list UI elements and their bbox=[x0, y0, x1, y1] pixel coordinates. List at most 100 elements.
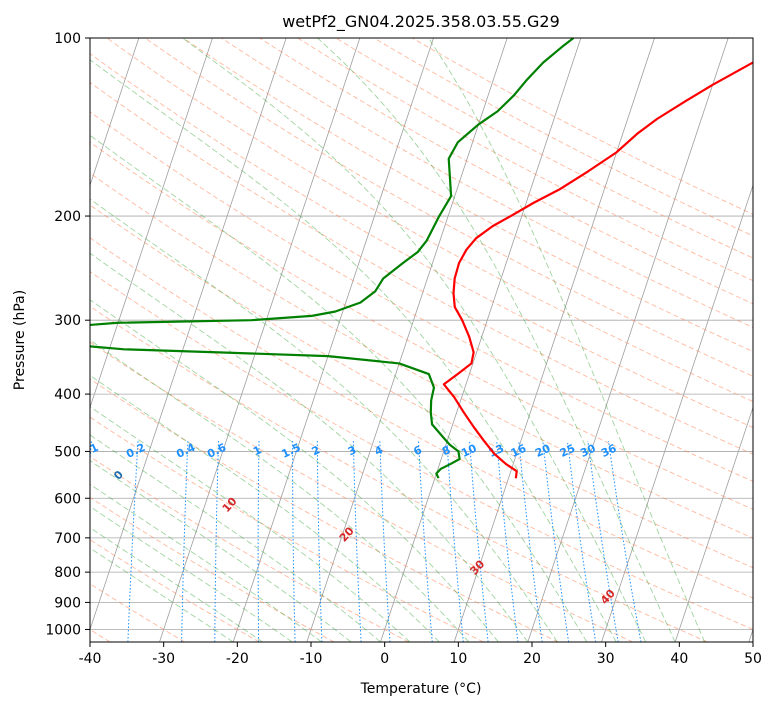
isotherm-line bbox=[159, 38, 361, 642]
y-tick-label: 500 bbox=[54, 444, 81, 460]
x-tick-label: 10 bbox=[449, 651, 467, 667]
x-tick-label: -30 bbox=[152, 651, 175, 667]
y-tick-label: 1000 bbox=[45, 622, 81, 638]
mixing-ratio-line bbox=[566, 440, 597, 642]
dry-adiabat-line bbox=[90, 539, 260, 642]
dry-adiabat-line bbox=[90, 305, 708, 642]
dry-adiabat-label: 0 bbox=[111, 468, 126, 483]
mixing-ratio-label: 25 bbox=[558, 442, 577, 460]
dewpoint-profile bbox=[90, 38, 575, 479]
axes: -40 -30 -20 -10 0 10 20 30 40 5010020030040050060… bbox=[45, 31, 762, 667]
mixing-ratio-label: 16 bbox=[509, 442, 529, 460]
mixing-ratio-line bbox=[542, 440, 570, 642]
y-tick-label: 400 bbox=[54, 387, 81, 403]
isotherm-line bbox=[232, 38, 434, 642]
x-tick-label: -20 bbox=[226, 651, 249, 667]
moist-adiabat-line bbox=[90, 339, 470, 642]
x-tick-label: 30 bbox=[597, 651, 615, 667]
dry-adiabat-line bbox=[221, 38, 753, 328]
y-tick-label: 600 bbox=[54, 491, 81, 507]
y-tick-label: 300 bbox=[54, 313, 81, 329]
x-tick-label: 50 bbox=[744, 651, 762, 667]
dry-adiabat-line bbox=[144, 38, 753, 377]
y-axis-label: Pressure (hPa) bbox=[12, 290, 28, 390]
plot-frame bbox=[89, 37, 754, 643]
mixing-ratio-line bbox=[418, 440, 433, 642]
y-tick-label: 800 bbox=[54, 565, 81, 581]
mixing-ratio-label: 0.2 bbox=[124, 441, 147, 461]
mixing-ratio-line bbox=[587, 440, 619, 642]
moist-adiabat-line bbox=[90, 406, 411, 642]
isotherm-line bbox=[380, 38, 582, 642]
mixing-ratio-line bbox=[316, 440, 323, 642]
moist-adiabat-line bbox=[90, 374, 440, 642]
adiabat-labels: 0.10.20.40.611.52346810131620253036-100-… bbox=[3, 435, 619, 607]
mixing-ratio-label: 0.1 bbox=[77, 441, 100, 461]
x-tick-label: -40 bbox=[79, 651, 102, 667]
mixing-ratio-line bbox=[496, 440, 519, 642]
background-lines bbox=[90, 38, 753, 642]
dry-adiabat-line bbox=[90, 172, 753, 539]
dry-adiabat-line bbox=[90, 81, 753, 455]
x-tick-label: 40 bbox=[670, 651, 688, 667]
dry-adiabat-line bbox=[106, 38, 753, 403]
dry-adiabat-line bbox=[90, 204, 753, 569]
dry-adiabat-label: 10 bbox=[220, 495, 240, 515]
mixing-ratio-line bbox=[469, 440, 489, 642]
mixing-ratio-line bbox=[518, 440, 543, 642]
mixing-ratio-label: 36 bbox=[599, 442, 619, 460]
moist-adiabat-line bbox=[90, 460, 352, 642]
dry-adiabat-label: -10 bbox=[3, 435, 26, 459]
moist-adiabat-line bbox=[428, 38, 706, 642]
chart-title: wetPf2_GN04.2025.358.03.55.G29 bbox=[282, 12, 560, 32]
moist-adiabat-line bbox=[90, 527, 263, 642]
dry-adiabat-line bbox=[297, 38, 753, 282]
x-tick-label: 20 bbox=[523, 651, 541, 667]
dry-adiabat-line bbox=[90, 456, 409, 642]
temperature-profile bbox=[442, 61, 753, 479]
isotherm-line bbox=[90, 38, 287, 631]
mixing-ratio-line bbox=[379, 440, 391, 642]
moist-adiabat-line bbox=[90, 483, 322, 642]
dry-adiabat-line bbox=[90, 271, 753, 630]
isotherm-line bbox=[90, 38, 140, 187]
y-tick-label: 200 bbox=[54, 209, 81, 225]
moist-adiabat-line bbox=[90, 299, 499, 642]
isotherm-line bbox=[453, 38, 655, 642]
profile-lines bbox=[90, 38, 753, 479]
dry-adiabat-line bbox=[411, 38, 753, 215]
mixing-ratio-label: 6 bbox=[411, 443, 424, 458]
dry-adiabat-line bbox=[90, 496, 335, 642]
mixing-ratio-line bbox=[352, 440, 362, 642]
mixing-ratio-line bbox=[292, 440, 296, 642]
dry-adiabat-label: 30 bbox=[467, 557, 487, 577]
moist-adiabat-line bbox=[90, 59, 617, 642]
mixing-ratio-label: 30 bbox=[578, 442, 598, 460]
mixing-ratio-line bbox=[127, 440, 139, 642]
moist-adiabat-line bbox=[90, 252, 529, 642]
mixing-ratio-line bbox=[257, 440, 260, 642]
moist-adiabat-line bbox=[90, 134, 588, 642]
moist-adiabat-line bbox=[182, 38, 647, 642]
y-tick-label: 100 bbox=[54, 31, 81, 47]
dry-adiabat-label: 40 bbox=[598, 587, 618, 607]
moist-adiabat-line bbox=[90, 434, 381, 642]
dry-adiabat-line bbox=[373, 38, 753, 237]
moist-adiabat-line bbox=[317, 38, 676, 642]
mixing-ratio-line bbox=[446, 440, 464, 642]
dry-adiabat-line bbox=[90, 141, 753, 510]
mixing-ratio-label: 20 bbox=[533, 442, 553, 460]
mixing-ratio-line bbox=[608, 440, 642, 642]
mixing-ratio-label: 2 bbox=[310, 443, 322, 458]
mixing-ratio-line bbox=[214, 440, 220, 642]
isotherm-line bbox=[527, 38, 729, 642]
moist-adiabat-line bbox=[90, 547, 234, 642]
mixing-ratio-label: 13 bbox=[487, 442, 506, 460]
x-tick-label: 0 bbox=[380, 651, 389, 667]
isotherm-line bbox=[601, 184, 753, 642]
dry-adiabat-line bbox=[90, 53, 753, 429]
y-tick-label: 700 bbox=[54, 531, 81, 547]
dry-adiabat-line bbox=[90, 583, 185, 642]
moist-adiabat-line bbox=[90, 506, 293, 642]
